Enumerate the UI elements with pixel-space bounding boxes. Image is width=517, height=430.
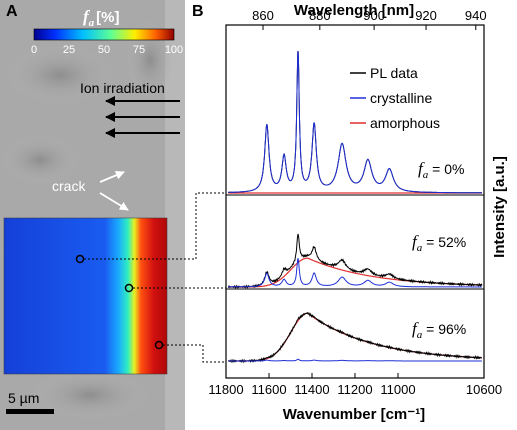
label-fa-52: fa = 52%	[412, 232, 466, 254]
fa-color-map	[4, 218, 167, 374]
scale-bar	[6, 409, 54, 414]
arrow-up-right-icon	[99, 170, 125, 183]
x2-tick-label: 940	[465, 8, 487, 23]
colorbar-tick-label: 0	[31, 44, 37, 56]
colorbar-gradient	[33, 28, 175, 41]
fa-color-map-border	[3, 217, 168, 375]
top-axis-title: Wavelength [nm]	[294, 2, 414, 19]
sem-edge	[165, 0, 185, 430]
x-tick-label: 11000	[380, 382, 415, 397]
x-tick-label: 11400	[294, 382, 329, 397]
series-crystalline-0	[228, 51, 482, 194]
panel-a: A fa [%] 0 25 50 75 100 Ion irradiation crack…	[0, 0, 185, 430]
bottom-axis-title: Wavenumber [cm⁻¹]	[283, 406, 425, 423]
x2-tick-label: 860	[252, 8, 274, 23]
crack-label: crack	[52, 178, 86, 194]
series-crystalline-2	[228, 358, 482, 362]
label-fa-0: fa = 0%	[418, 159, 464, 181]
sem-texture	[30, 370, 150, 420]
legend-label-amorphous: amorphous	[370, 115, 440, 131]
legend-label-crystalline: crystalline	[370, 90, 432, 106]
measurement-point-1	[75, 254, 85, 264]
label-fa-96: fa = 96%	[412, 319, 466, 341]
panel-a-label: A	[6, 3, 18, 20]
colorbar-title: fa [%]	[83, 7, 120, 29]
scale-bar-label: 5 µm	[8, 390, 39, 406]
x-tick-label: 11200	[337, 382, 372, 397]
x-tick-label: 11600	[251, 382, 286, 397]
measurement-point-2	[124, 283, 134, 293]
series-pl-data-1	[227, 233, 483, 290]
x2-tick-label: 900	[363, 8, 385, 23]
colorbar-tick-label: 75	[133, 44, 145, 56]
arrow-down-right-icon	[99, 192, 129, 211]
x2-tick-label: 920	[415, 8, 437, 23]
series-pl-data-2	[227, 311, 482, 364]
colorbar-tick-label: 100	[165, 44, 183, 56]
legend: PL data crystalline amorphous	[350, 65, 440, 131]
connector-line-3	[163, 344, 226, 363]
x-tick-label: 10600	[466, 382, 502, 397]
sem-texture	[5, 45, 115, 105]
ion-irradiation-label: Ion irradiation	[80, 80, 165, 96]
panel-b-label: B	[192, 3, 204, 20]
series-crystalline-1	[228, 258, 482, 288]
sem-texture	[0, 135, 80, 185]
colorbar-tick-label: 50	[98, 44, 110, 56]
y-axis-title: Intensity [a.u.]	[491, 156, 508, 258]
connector-lines	[84, 192, 226, 363]
colorbar-tick-label: 25	[63, 44, 75, 56]
colorbar: fa [%] 0 25 50 75 100	[31, 7, 183, 56]
legend-label-pl-data: PL data	[370, 65, 418, 81]
measurement-point-3	[154, 340, 164, 350]
connector-line-1	[84, 192, 226, 260]
panel-b: B Wavelength [nm] Wavenumber [cm⁻¹] Inte…	[192, 2, 508, 423]
x-tick-label: 11800	[208, 382, 243, 397]
x2-tick-label: 880	[309, 8, 331, 23]
